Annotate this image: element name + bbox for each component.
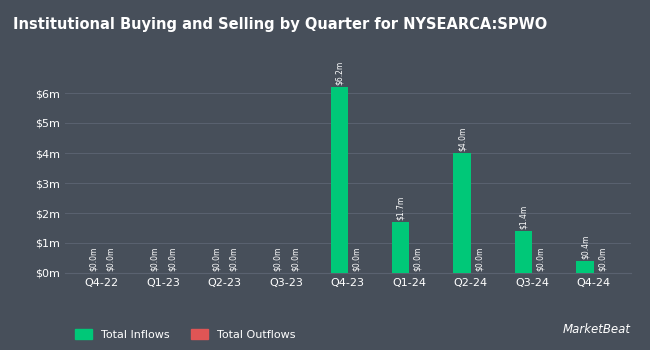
Text: $0.0m: $0.0m — [106, 247, 115, 271]
Text: $0.0m: $0.0m — [291, 247, 300, 271]
Text: $0.0m: $0.0m — [168, 247, 176, 271]
Text: $1.7m: $1.7m — [396, 196, 405, 220]
Text: $0.0m: $0.0m — [598, 247, 606, 271]
Text: $0.0m: $0.0m — [474, 247, 484, 271]
Text: $0.0m: $0.0m — [89, 247, 98, 271]
Bar — [515, 231, 532, 273]
Text: $0.0m: $0.0m — [229, 247, 238, 271]
Text: $6.2m: $6.2m — [335, 61, 344, 85]
Text: $0.0m: $0.0m — [536, 247, 545, 271]
Text: $0.0m: $0.0m — [413, 247, 423, 271]
Bar — [577, 261, 593, 273]
Text: $4.0m: $4.0m — [458, 127, 467, 151]
Bar — [454, 153, 471, 273]
Bar — [331, 87, 348, 273]
Text: $0.0m: $0.0m — [352, 247, 361, 271]
Bar — [392, 222, 410, 273]
Text: $1.4m: $1.4m — [519, 205, 528, 229]
Legend: Total Inflows, Total Outflows: Total Inflows, Total Outflows — [71, 325, 300, 344]
Text: MarketBeat: MarketBeat — [562, 323, 630, 336]
Text: $0.0m: $0.0m — [273, 247, 282, 271]
Text: Institutional Buying and Selling by Quarter for NYSEARCA:SPWO: Institutional Buying and Selling by Quar… — [13, 18, 547, 33]
Text: $0.0m: $0.0m — [212, 247, 221, 271]
Text: $0.4m: $0.4m — [580, 235, 590, 259]
Text: $0.0m: $0.0m — [150, 247, 159, 271]
